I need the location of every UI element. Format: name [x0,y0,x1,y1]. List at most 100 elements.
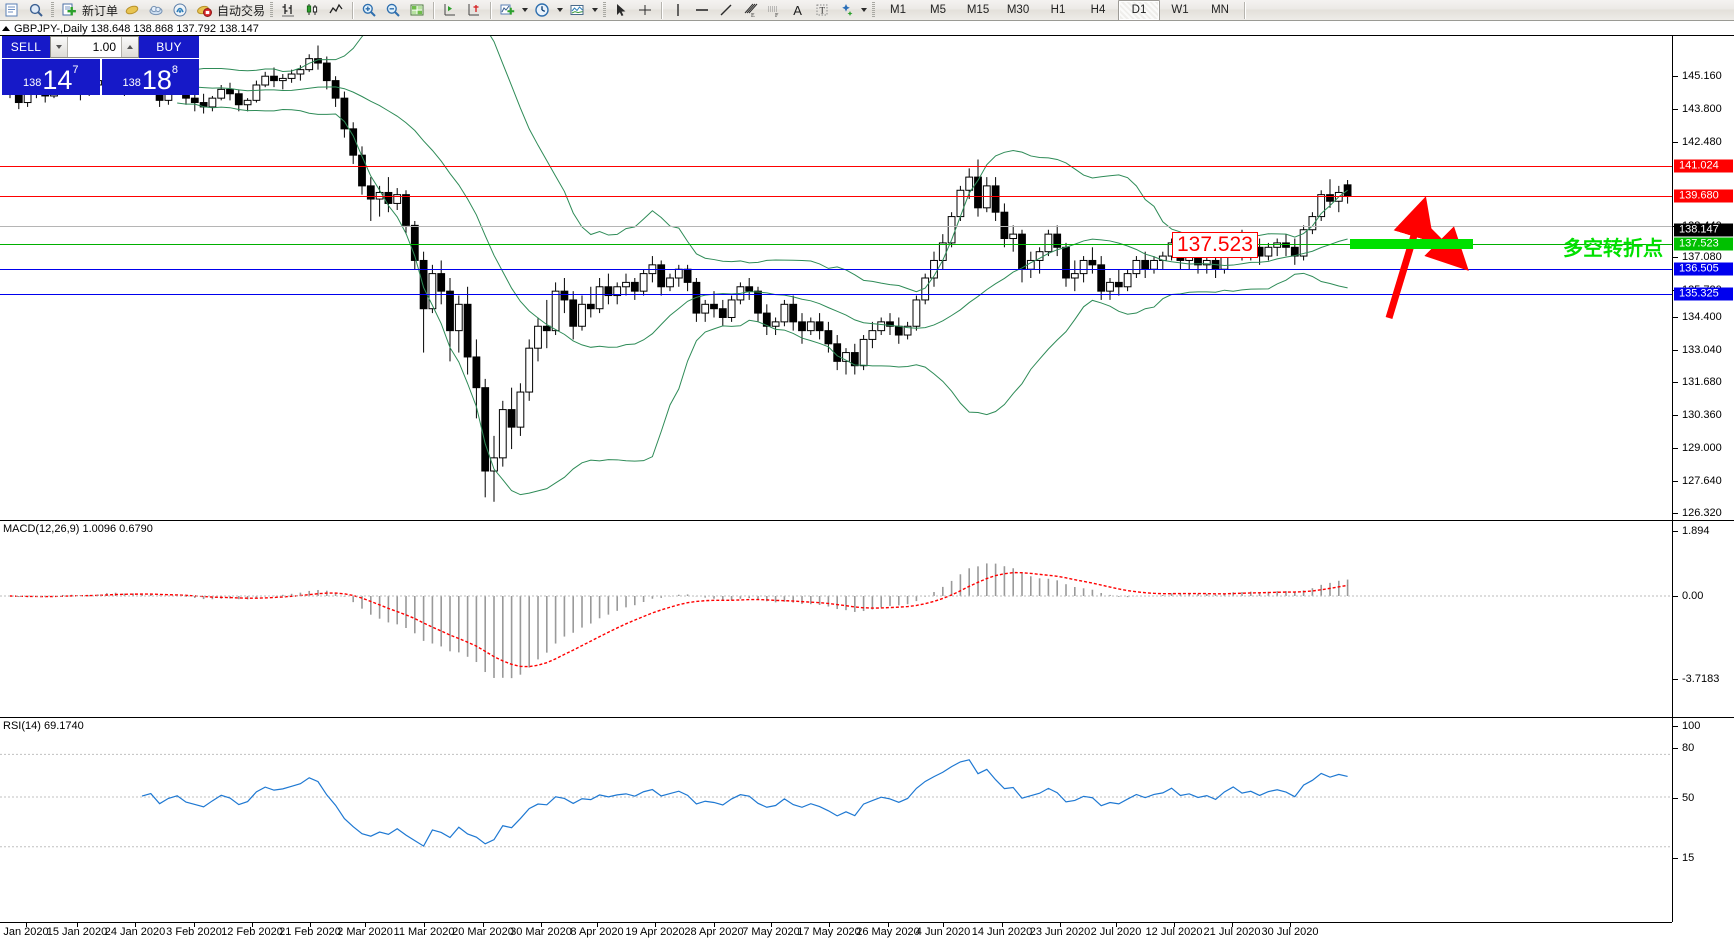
templates-icon[interactable] [565,0,589,20]
axis-label: 0.00 [1682,590,1704,602]
timeframe-button-d1[interactable]: D1 [1118,0,1161,21]
horizontal-line-icon[interactable] [690,0,714,20]
level-line-135.325[interactable] [0,294,1672,295]
indicators-dropdown-arrow[interactable] [519,0,530,20]
price-tag-blue[interactable]: 135.325 [1674,287,1733,301]
axis-label: -3.7183 [1682,673,1720,685]
toolbar-separator [429,1,438,19]
date-label: 3 Feb 2020 [166,926,222,938]
collapse-triangle-icon[interactable] [2,26,10,31]
cursor-icon[interactable] [609,0,633,20]
date-tick [1174,923,1175,927]
sell-price-button[interactable]: 138 14 7 [2,59,100,95]
date-label: 19 Apr 2020 [625,926,685,938]
data-window-icon[interactable] [24,0,48,20]
line-chart-icon[interactable] [324,0,348,20]
vertical-line-icon[interactable] [666,0,690,20]
buy-price-button[interactable]: 138 18 8 [101,59,199,95]
bar-chart-icon[interactable] [276,0,300,20]
timeframe-button-w1[interactable]: W1 [1171,4,1189,16]
history-icon[interactable] [120,0,144,20]
buy-price-sup: 8 [171,64,179,76]
price-candles-svg [6,36,1352,502]
timeframe-button-m30[interactable]: M30 [1006,4,1030,16]
price-tag-blue[interactable]: 136.505 [1674,262,1733,276]
volume-increase-button[interactable] [121,37,138,57]
axis-tick [1673,481,1678,482]
level-price-annotation[interactable]: 137.523 [1172,232,1258,258]
new-order-icon[interactable] [57,0,81,20]
date-tick [365,923,366,927]
objects-dropdown-arrow[interactable] [858,0,869,20]
level-line-137.523[interactable] [0,244,1672,245]
periods-icon[interactable] [530,0,554,20]
volume-value[interactable]: 1.00 [92,40,116,54]
main-toolbar: 新订单 自动交易 [0,0,1734,21]
market-watch-icon[interactable] [0,0,24,20]
sell-price-big: 14 [42,65,73,95]
chart-shift-icon[interactable] [438,0,462,20]
price-plot-area[interactable]: 137.523 多空转折点 [0,36,1734,520]
axis-tick [1673,858,1678,859]
timeframe-button-h4[interactable]: H4 [1090,4,1106,16]
candlestick-chart-icon[interactable] [300,0,324,20]
date-tick [252,923,253,927]
price-tag-black[interactable]: 138.147 [1674,223,1733,237]
periods-dropdown-arrow[interactable] [554,0,565,20]
mql5-cloud-icon[interactable] [144,0,168,20]
text-icon[interactable]: A [786,0,810,20]
macd-axis[interactable]: 1.894 0.00 -3.7183 [1672,521,1734,717]
rsi-axis[interactable]: 100 80 50 15 [1672,718,1734,922]
auto-trading-icon[interactable] [192,0,216,20]
trend-arrows-svg [1385,196,1469,320]
level-line-136.505[interactable] [0,269,1672,270]
rsi-plot-area[interactable] [0,718,1734,922]
toolbar-separator [869,1,878,19]
zoom-in-icon[interactable] [357,0,381,20]
timeframe-button-m15[interactable]: M15 [966,4,990,16]
date-label: 7 May 2020 [742,926,800,938]
auto-scroll-icon[interactable] [462,0,486,20]
date-tick [1002,923,1003,927]
volume-input[interactable]: 1.00 [50,36,139,58]
indicators-icon[interactable] [495,0,519,20]
macd-series-svg [0,563,1672,679]
timeframe-button-m1[interactable]: M1 [890,4,907,16]
objects-icon[interactable] [834,0,858,20]
grid-icon[interactable] [405,0,429,20]
price-tag-red[interactable]: 141.024 [1674,159,1733,173]
text-label-icon[interactable]: T [810,0,834,20]
price-tag-red[interactable]: 139.680 [1674,189,1733,203]
date-axis[interactable]: Jan 2020 15 Jan 2020 24 Jan 2020 3 Feb 2020… [0,922,1672,945]
timeframe-button-mn[interactable]: MN [1211,4,1229,16]
date-tick [1116,923,1117,927]
price-axis[interactable]: 145.160143.800142.480141.024139.680138.4… [1672,36,1734,552]
signals-icon[interactable] [168,0,192,20]
sell-label[interactable]: SELL [2,36,50,58]
zoom-out-icon[interactable] [381,0,405,20]
auto-trading-label[interactable]: 自动交易 [217,3,266,18]
equidistant-channel-icon[interactable]: F [762,0,786,20]
fibonacci-icon[interactable]: E [738,0,762,20]
sell-price-sup: 7 [72,64,79,76]
svg-text:T: T [820,6,826,16]
date-tick [1060,923,1061,927]
one-click-trading-panel[interactable]: SELL 1.00 BUY 138 14 7 138 18 8 [2,36,199,95]
level-line-139.680[interactable] [0,196,1672,197]
timeframe-button-m5[interactable]: M5 [930,4,947,16]
level-line-141.024[interactable] [0,166,1672,167]
new-order-label[interactable]: 新订单 [82,3,119,18]
volume-decrease-button[interactable] [51,37,68,57]
symbol-ohlc-text: GBPJPY-,Daily 138.648 138.868 137.792 13… [14,22,259,35]
trendline-icon[interactable] [714,0,738,20]
axis-tick [1673,76,1678,77]
macd-plot-area[interactable] [0,521,1734,717]
price-tag-green[interactable]: 137.523 [1674,237,1733,251]
buy-label[interactable]: BUY [139,36,199,58]
axis-tick [1673,513,1678,514]
crosshair-icon[interactable] [633,0,657,20]
timeframe-button-h1[interactable]: H1 [1050,4,1066,16]
level-line-138.440[interactable] [0,226,1672,227]
timeframe-group: M1 M5 M15 M30 H1 H4 D1 W1 MN [878,0,1240,21]
templates-dropdown-arrow[interactable] [589,0,600,20]
